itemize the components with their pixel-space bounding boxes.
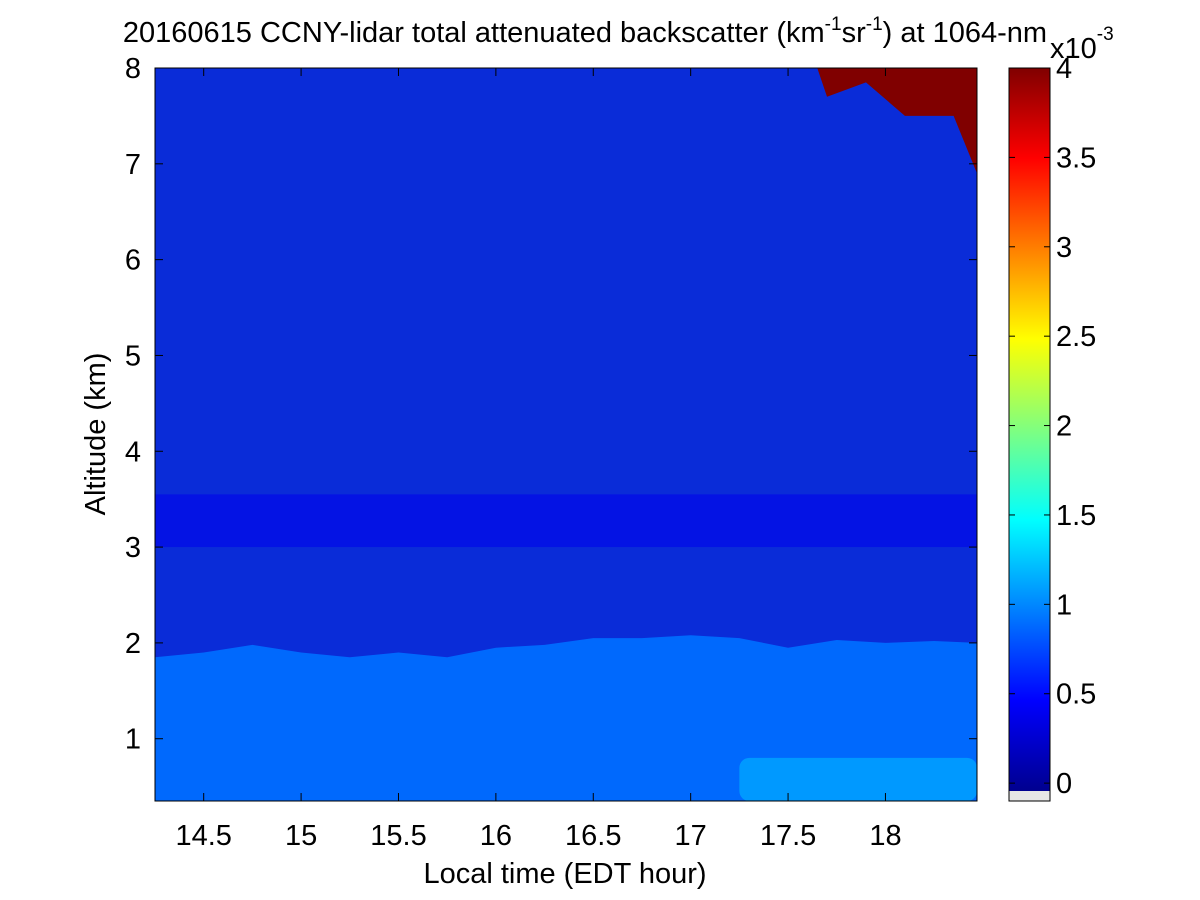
colorbar: 0 0.5 1 1.5 2 2.5 3 3.5 4 x10-3 [1008, 24, 1114, 802]
heatmap-area [155, 68, 977, 801]
x-tick-label: 15.5 [370, 820, 426, 852]
x-axis: 14.5 15 15.5 16 16.5 17 17.5 18 [175, 68, 902, 852]
y-tick-label: 7 [125, 149, 141, 181]
colorbar-ticks: 0 0.5 1 1.5 2 2.5 3 3.5 4 [1009, 53, 1096, 800]
x-tick-label: 16 [480, 820, 512, 852]
colorbar-tick-label: 4 [1056, 53, 1072, 85]
colorbar-tick-label: 2 [1056, 411, 1072, 443]
elevated-aerosol-layer [155, 494, 977, 548]
colorbar-tick-label: 1.5 [1056, 500, 1096, 532]
colorbar-gradient [1009, 68, 1050, 791]
colorbar-tick-label: 2.5 [1056, 321, 1096, 353]
title-end: ) at 1064-nm [883, 17, 1047, 49]
colorbar-exponent-power: -3 [1097, 24, 1114, 45]
colorbar-tick-label: 0 [1056, 768, 1072, 800]
colorbar-below-range [1009, 791, 1050, 801]
colorbar-exponent-base: x10 [1050, 33, 1097, 65]
colorbar-tick-label: 3.5 [1056, 142, 1096, 174]
y-tick-label: 4 [125, 436, 141, 468]
x-tick-label: 14.5 [175, 820, 231, 852]
title-mid: sr [842, 17, 867, 49]
y-axis-label: Altitude (km) [80, 353, 112, 516]
y-tick-label: 1 [125, 724, 141, 756]
colorbar-exponent: x10-3 [1050, 24, 1114, 65]
plot-frame [154, 67, 978, 802]
y-tick-label: 3 [125, 532, 141, 564]
x-tick-label: 16.5 [565, 820, 621, 852]
colorbar-tick-label: 1 [1056, 589, 1072, 621]
x-tick-label: 15 [285, 820, 317, 852]
title-text: 20160615 CCNY-lidar total attenuated bac… [123, 17, 825, 49]
colorbar-tick-label: 0.5 [1056, 679, 1096, 711]
title-sup-2: -1 [866, 14, 883, 35]
colorbar-tick-label: 3 [1056, 232, 1072, 264]
x-tick-label: 17.5 [760, 820, 816, 852]
y-axis: 1 2 3 4 5 6 7 8 [125, 53, 977, 756]
near-surface-layer [739, 757, 977, 801]
colorbar-frame [1008, 67, 1051, 802]
y-tick-label: 6 [125, 245, 141, 277]
cloud-region [817, 68, 977, 174]
y-tick-label: 8 [125, 53, 141, 85]
chart-title: 20160615 CCNY-lidar total attenuated bac… [123, 14, 1047, 49]
y-tick-label: 5 [125, 340, 141, 372]
x-tick-label: 18 [869, 820, 901, 852]
y-tick-label: 2 [125, 628, 141, 660]
x-axis-label: Local time (EDT hour) [423, 858, 706, 890]
x-tick-label: 17 [675, 820, 707, 852]
title-sup-1: -1 [825, 14, 842, 35]
